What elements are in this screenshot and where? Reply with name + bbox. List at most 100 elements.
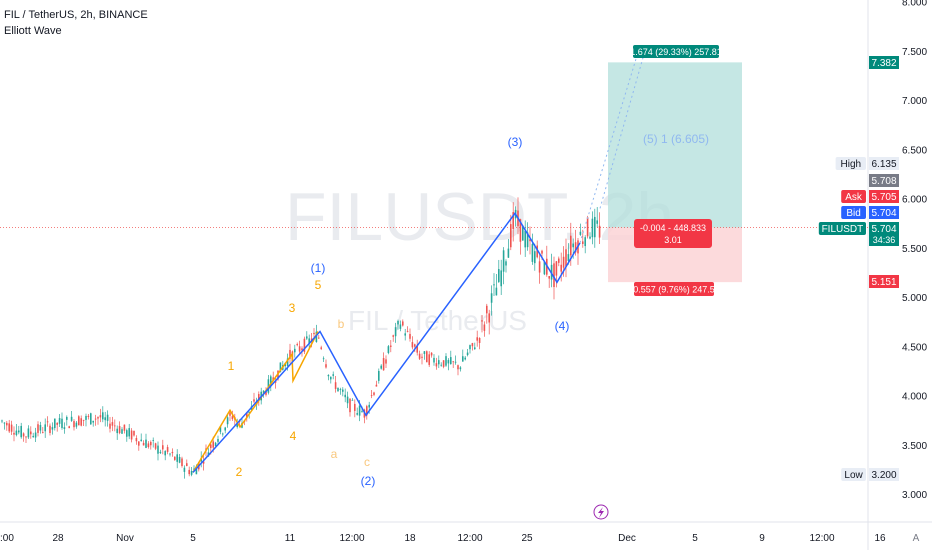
candle-body [402, 321, 404, 326]
candle-body [327, 374, 330, 377]
candle-body [270, 376, 272, 387]
candle-body [442, 360, 445, 367]
candle-body [159, 451, 162, 453]
candle-body [272, 377, 274, 381]
candle-body [373, 392, 375, 395]
candle-body [445, 356, 447, 366]
candle-body [15, 430, 18, 436]
candle-body [428, 354, 430, 365]
candle-body [246, 412, 248, 419]
price-tag-bg [841, 206, 866, 219]
candle-body [330, 376, 332, 380]
candle-body [94, 418, 97, 420]
price-label-value: 5.151 [871, 277, 896, 288]
y-tick-label: 4.500 [902, 342, 927, 353]
candle-body [130, 430, 133, 440]
wave-label: 2 [236, 465, 243, 479]
y-tick-label: 5.500 [902, 244, 927, 255]
x-tick-label: Dec [618, 533, 636, 544]
y-tick-label: 4.000 [902, 392, 927, 403]
candle-body [56, 422, 58, 425]
candle-body [339, 389, 342, 390]
candle-body [123, 424, 126, 431]
candle-body [524, 230, 526, 248]
candle-body [142, 442, 145, 446]
candle-body [356, 413, 358, 415]
candle-body [481, 320, 483, 322]
candle-body [188, 469, 190, 475]
candle-body [63, 427, 66, 429]
candle-body [466, 352, 469, 356]
candle-body [70, 416, 73, 421]
candle-body [61, 418, 63, 428]
candle-body [44, 424, 46, 432]
price-tag: FILUSDT [822, 224, 864, 235]
y-tick-label: 3.000 [902, 490, 927, 501]
x-tick-label: 5 [692, 533, 698, 544]
candle-body [10, 424, 13, 432]
candle-body [414, 344, 416, 347]
wave-label: c [364, 455, 370, 469]
candle-body [154, 443, 157, 449]
wave-label: 4 [290, 429, 297, 443]
candle-body [181, 458, 183, 466]
candle-body [351, 399, 354, 401]
price-label-value: 5.708 [871, 176, 896, 187]
candle-body [380, 365, 382, 369]
candle-body [58, 418, 61, 424]
candle-body [416, 345, 418, 353]
candle-body [13, 432, 15, 435]
candle-body [498, 269, 500, 282]
x-tick-label: 28 [52, 533, 64, 544]
stop-label: 0.557 (9.76%) 247.5 [633, 285, 715, 295]
candle-body [375, 384, 378, 387]
candle-body [32, 435, 34, 438]
price-label-countdown: 34:36 [873, 235, 896, 245]
candle-body [193, 468, 195, 470]
candle-body [150, 441, 152, 446]
candle-body [190, 470, 193, 475]
candle-body [222, 433, 224, 435]
wave-label: (5) 1 (6.605) [643, 132, 709, 146]
candle-body [214, 442, 217, 446]
candle-body [538, 261, 541, 273]
candle-body [138, 441, 140, 446]
x-tick-label: 16 [874, 533, 886, 544]
candle-body [548, 276, 550, 279]
candle-body [358, 405, 361, 416]
wave-label: (3) [508, 135, 523, 149]
candle-body [392, 335, 394, 337]
target-label-bg [633, 45, 719, 58]
candle-body [37, 424, 39, 433]
candle-body [289, 349, 291, 359]
candle-body [90, 413, 92, 425]
price-label-bg [869, 222, 899, 246]
candle-body [82, 419, 85, 421]
candle-body [385, 359, 387, 364]
price-tag: Bid [846, 208, 860, 219]
candle-body [265, 390, 267, 395]
wave-label: (1) [311, 261, 326, 275]
candle-body [135, 437, 138, 442]
wave-label: 1 [228, 359, 235, 373]
candle-body [97, 417, 99, 419]
x-tick-label: 12:00 [457, 533, 482, 544]
price-label-value: 5.704 [871, 208, 896, 219]
price-tag-bg [835, 157, 866, 170]
candle-body [469, 345, 471, 350]
candle-body [570, 235, 572, 256]
x-tick-label: 18 [404, 533, 416, 544]
candle-body [306, 336, 308, 339]
y-tick-label: 6.000 [902, 195, 927, 206]
candle-body [589, 236, 591, 239]
candle-body [572, 243, 574, 248]
candle-body [8, 423, 10, 432]
candle-body [346, 396, 349, 404]
candle-body [301, 348, 303, 351]
candle-body [51, 427, 54, 430]
candle-body [584, 237, 586, 247]
price-label-bg [869, 206, 899, 219]
candle-body [325, 364, 327, 368]
